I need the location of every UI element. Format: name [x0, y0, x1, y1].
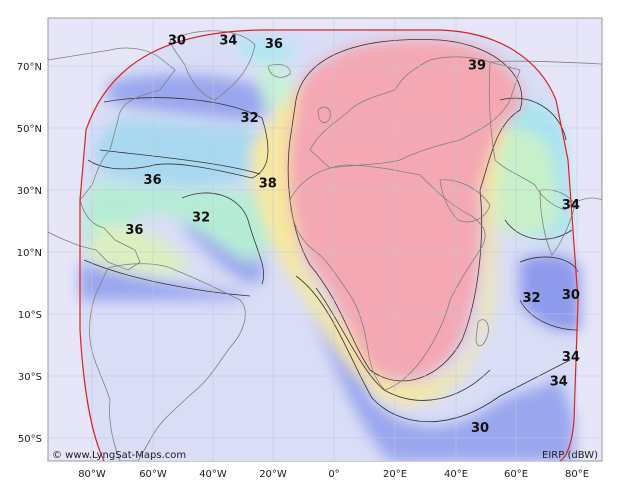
eirp-bands [80, 38, 580, 461]
contour-label-34: 34 [550, 375, 568, 390]
contour-label-39: 39 [468, 59, 486, 74]
band-36-north [258, 60, 294, 115]
contour-labels: 30 34 36 39 32 36 38 32 36 34 32 30 34 34 30 [125, 34, 580, 437]
legend-unit-label: EIRP (dBW) [542, 450, 598, 461]
lon-tick-label: 20°W [259, 469, 287, 480]
lon-tick-label: 0° [328, 469, 339, 480]
lon-tick-label: 80°E [565, 469, 589, 480]
graticule [48, 18, 602, 461]
arabian-peninsula [439, 179, 491, 223]
contour-lines [83, 39, 579, 423]
contour-label-34: 34 [562, 350, 580, 365]
contour-label-36: 36 [125, 223, 143, 238]
contour-label-34: 34 [219, 34, 237, 49]
lat-tick-label: 50°N [17, 124, 42, 135]
band-34 [96, 118, 265, 187]
lon-tick-label: 40°E [444, 469, 468, 480]
coverage-outline [79, 29, 579, 461]
credit-text: © www.LyngSat-Maps.com [52, 450, 186, 461]
contour-label-30: 30 [562, 288, 580, 303]
asia [488, 60, 602, 211]
lat-tick-label: 30°N [17, 186, 42, 197]
contour-label-32: 32 [192, 210, 210, 225]
british-isles [317, 106, 331, 124]
lon-tick-label: 80°W [78, 469, 106, 480]
madagascar [475, 319, 489, 347]
south-america [89, 263, 246, 461]
contour-label-30: 30 [471, 421, 489, 436]
coastlines [48, 30, 602, 461]
lon-tick-label: 60°E [504, 469, 528, 480]
iceland [267, 64, 291, 78]
lat-tick-label: 30°S [18, 372, 42, 383]
lat-tick-label: 10°N [17, 248, 42, 259]
band-36-west [84, 180, 274, 262]
lon-tick-label: 60°W [139, 469, 167, 480]
contour-label-32: 32 [522, 291, 540, 306]
contour-label-36: 36 [144, 173, 162, 188]
contour-label-30: 30 [168, 34, 186, 49]
lat-tick-label: 10°S [18, 310, 42, 321]
lat-tick-label: 50°S [18, 434, 42, 445]
band-39 [288, 39, 522, 381]
band-32-south-atlantic [300, 280, 574, 461]
band-34-greenland [230, 38, 296, 64]
band-36-east [488, 128, 560, 235]
europe [309, 56, 521, 169]
lon-tick-label: 20°E [383, 469, 407, 480]
india [539, 189, 576, 256]
lat-tick-label: 70°N [17, 62, 42, 73]
lon-tick-label: 40°W [199, 469, 227, 480]
africa [289, 164, 486, 391]
contour-label-34: 34 [562, 198, 580, 213]
contour-label-36: 36 [265, 37, 283, 52]
longitude-axis: 80°W 60°W 40°W 20°W 0° 20°E 40°E 60°E 80… [78, 469, 589, 480]
north-america [48, 47, 176, 271]
contour-label-32: 32 [241, 111, 259, 126]
latitude-axis: 70°N 50°N 30°N 10°N 10°S 30°S 50°S [17, 62, 42, 445]
contour-label-38: 38 [259, 176, 277, 191]
band-32-indian-ocean [520, 254, 580, 331]
